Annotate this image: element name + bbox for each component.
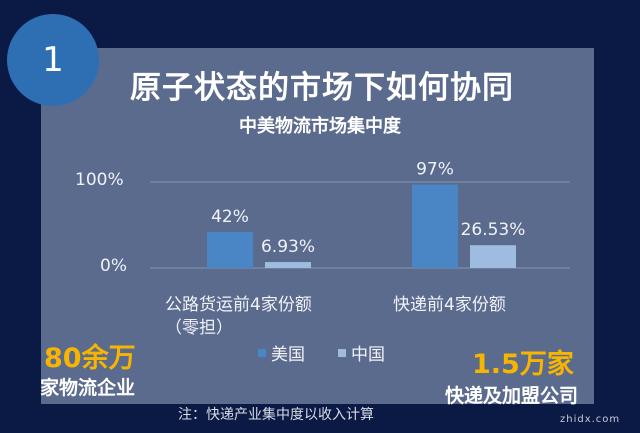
express-count-value: 1.5万家 (472, 349, 574, 380)
slide-title: 原子状态的市场下如何协同 (130, 70, 514, 106)
footnote: 注：快递产业集中度以收入计算 (178, 407, 374, 423)
bar-0-0 (207, 231, 253, 268)
section-number-badge: 1 (7, 14, 99, 106)
legend-item-china: 中国 (338, 340, 385, 365)
bar-0-1 (412, 184, 458, 268)
company-count-label: 家物流企业 (40, 377, 136, 399)
bar-1-0 (265, 262, 311, 268)
category-label-express: 快递前4家份额 (393, 295, 506, 315)
watermark: zhidx.com (560, 414, 621, 425)
bar-1-1 (470, 245, 516, 268)
category-label-road-sub: （零担） (165, 318, 233, 338)
slide-panel (41, 48, 594, 404)
legend-item-us: 美国 (258, 340, 305, 365)
data-label-0-0: 42% (211, 207, 249, 227)
data-label-1-1: 26.53% (461, 220, 526, 240)
category-label-road: 公路货运前4家份额 (165, 295, 312, 315)
chart-title: 中美物流市场集中度 (239, 116, 401, 137)
express-count-label: 快递及加盟公司 (445, 385, 579, 407)
legend-swatch-china (338, 348, 346, 357)
company-count-value: 80余万 (44, 343, 136, 374)
y-tick-100: 100% (75, 170, 124, 190)
data-label-0-1: 97% (416, 160, 454, 180)
legend-swatch-us (258, 348, 266, 357)
y-tick-0: 0% (100, 256, 127, 276)
data-label-1-0: 6.93% (261, 237, 315, 257)
